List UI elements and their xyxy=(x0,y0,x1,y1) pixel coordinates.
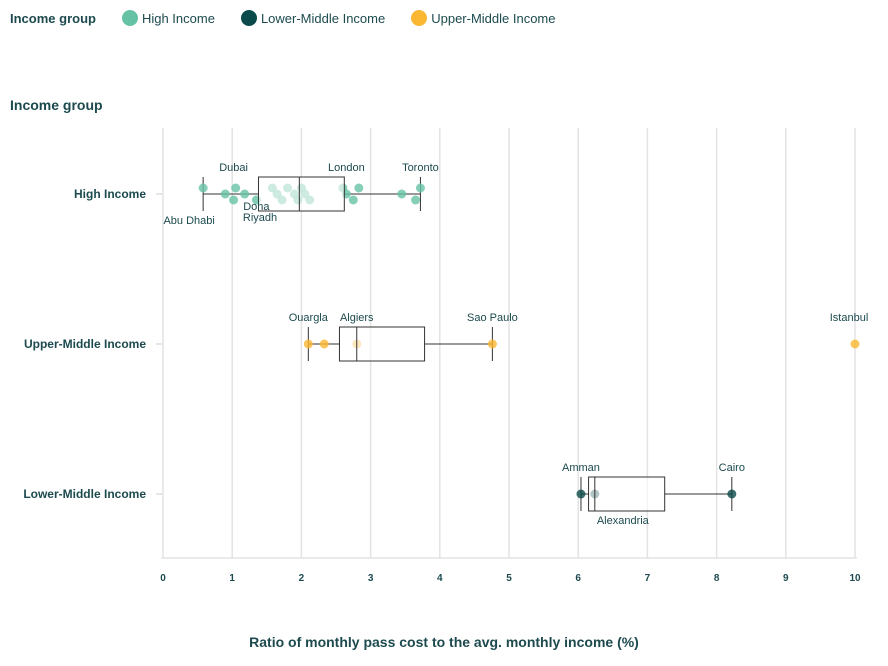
point-high-income-19 xyxy=(397,189,407,199)
point-upper-middle-income-4 xyxy=(850,339,860,349)
point-upper-middle-income-1 xyxy=(319,339,329,349)
legend: Income group High Income Lower-Middle In… xyxy=(10,9,582,27)
point-high-income-17 xyxy=(348,195,358,205)
data-label-doha: Doha xyxy=(243,201,270,213)
point-upper-middle-income-0 xyxy=(303,339,313,349)
point-high-income-4 xyxy=(240,189,250,199)
x-tick-label-6: 6 xyxy=(575,573,581,584)
legend-item-upper-middle-income[interactable]: Upper-Middle Income xyxy=(411,10,556,26)
legend-title: Income group xyxy=(10,10,96,26)
data-label-amman: Amman xyxy=(562,462,600,474)
data-label-sao-paulo: Sao Paulo xyxy=(467,312,518,324)
x-tick-label-3: 3 xyxy=(368,573,374,584)
point-lower-middle-income-0 xyxy=(576,489,586,499)
x-tick-label-1: 1 xyxy=(229,573,235,584)
data-label-london: London xyxy=(328,162,365,174)
x-tick-label-4: 4 xyxy=(437,573,443,584)
point-high-income-0 xyxy=(198,183,208,193)
data-label-dubai: Dubai xyxy=(219,162,248,174)
legend-swatch-high-income xyxy=(121,10,138,26)
data-label-riyadh: Riyadh xyxy=(243,212,277,224)
box-lower-middle-income xyxy=(588,476,666,512)
x-tick-label-5: 5 xyxy=(506,573,512,584)
legend-label-lower-middle-income: Lower-Middle Income xyxy=(260,10,386,26)
legend-item-lower-middle-income[interactable]: Lower-Middle Income xyxy=(240,10,386,26)
data-label-alexandria: Alexandria xyxy=(597,515,650,527)
legend-item-high-income[interactable]: High Income xyxy=(121,10,215,26)
legend-swatch-upper-middle-income xyxy=(411,10,428,26)
point-high-income-20 xyxy=(411,195,421,205)
data-label-ouargla: Ouargla xyxy=(289,312,329,324)
y-axis-title: Income group xyxy=(10,97,103,113)
y-tick-label-upper-middle-income: Upper-Middle Income xyxy=(24,337,146,351)
x-tick-label-7: 7 xyxy=(645,573,651,584)
box-high-income xyxy=(257,176,345,212)
data-label-istanbul: Istanbul xyxy=(830,312,869,324)
data-label-algiers: Algiers xyxy=(340,312,374,324)
point-high-income-1 xyxy=(220,189,230,199)
x-tick-label-10: 10 xyxy=(849,573,861,584)
point-high-income-2 xyxy=(229,195,239,205)
point-high-income-3 xyxy=(231,183,241,193)
box-upper-middle-income xyxy=(338,326,426,362)
data-label-abu-dhabi: Abu Dhabi xyxy=(163,215,214,227)
x-tick-label-0: 0 xyxy=(160,573,166,584)
x-tick-label-8: 8 xyxy=(714,573,720,584)
legend-label-upper-middle-income: Upper-Middle Income xyxy=(431,10,556,26)
legend-label-high-income: High Income xyxy=(141,10,215,26)
x-axis-title: Ratio of monthly pass cost to the avg. m… xyxy=(249,634,639,650)
x-tick-label-9: 9 xyxy=(783,573,789,584)
legend-swatch-lower-middle-income xyxy=(240,10,257,26)
point-high-income-18 xyxy=(354,183,364,193)
point-lower-middle-income-2 xyxy=(727,489,737,499)
x-tick-label-2: 2 xyxy=(299,573,305,584)
data-label-toronto: Toronto xyxy=(402,162,439,174)
data-label-cairo: Cairo xyxy=(719,462,745,474)
point-high-income-21 xyxy=(415,183,425,193)
point-upper-middle-income-3 xyxy=(487,339,497,349)
y-tick-label-high-income: High Income xyxy=(74,187,146,201)
y-tick-label-lower-middle-income: Lower-Middle Income xyxy=(23,487,146,501)
